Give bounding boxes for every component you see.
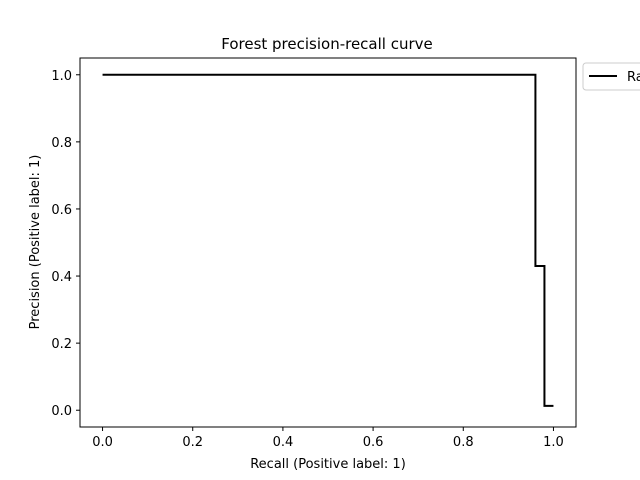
- y-axis-label: Precision (Positive label: 1): [28, 155, 43, 330]
- x-tick-label: 0.8: [453, 435, 474, 450]
- x-tick-label: 0.0: [92, 435, 113, 450]
- y-tick-label: 0.6: [51, 203, 72, 218]
- x-tick-label: 0.4: [273, 435, 294, 450]
- x-axis-label: Recall (Positive label: 1): [250, 457, 406, 472]
- y-tick-label: 0.0: [51, 404, 72, 419]
- y-tick-label: 0.4: [51, 270, 72, 285]
- x-tick-label: 1.0: [543, 435, 564, 450]
- y-tick-label: 1.0: [51, 69, 72, 84]
- chart-title: Forest precision-recall curve: [221, 35, 433, 53]
- plot-area: [79, 57, 577, 428]
- y-tick-label: 0.2: [51, 337, 72, 352]
- x-tick-label: 0.2: [182, 435, 203, 450]
- legend-entry-label: Ra: [627, 70, 640, 85]
- legend: Ra: [582, 62, 640, 91]
- y-tick-label: 0.8: [51, 136, 72, 151]
- x-tick-label: 0.6: [363, 435, 384, 450]
- x-axis-ticks: 0.0 0.2 0.4 0.6 0.8 1.0: [92, 427, 564, 450]
- pr-curve-line: [102, 73, 554, 407]
- series-layer: [102, 73, 554, 407]
- y-axis-ticks: 0.0 0.2 0.4 0.6 0.8 1.0: [51, 69, 80, 419]
- axes-frame: [79, 57, 577, 428]
